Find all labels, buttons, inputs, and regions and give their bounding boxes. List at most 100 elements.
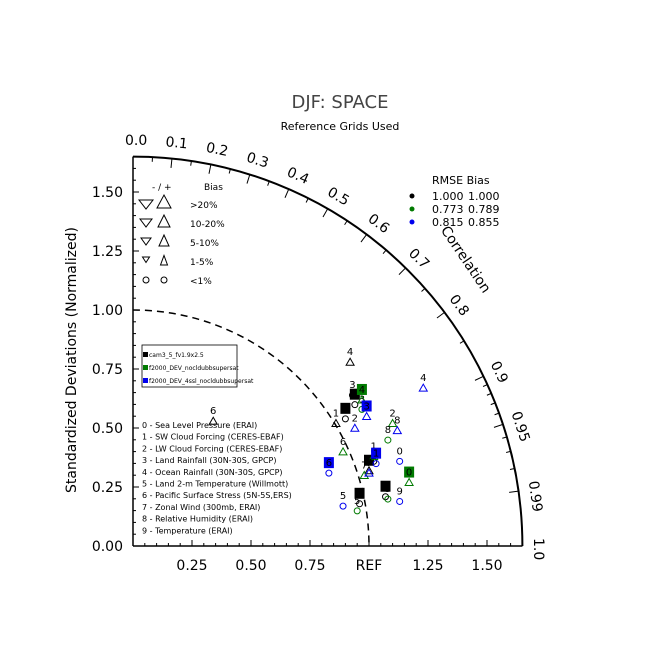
- variable-legend-item: 4 - Ocean Rainfall (30N-30S, GPCP): [142, 468, 283, 477]
- point-circle-marker: [339, 502, 347, 510]
- corr-minor-tick: [305, 198, 309, 203]
- y-tick-label: 1.00: [92, 303, 123, 319]
- bias-legend-title: Bias: [204, 183, 223, 193]
- corr-tick: [284, 188, 290, 198]
- point-label: 2: [352, 390, 358, 401]
- point-triangle-marker: [208, 416, 219, 425]
- x-tick-label: 0.25: [176, 558, 207, 574]
- point-label-box: [371, 447, 382, 459]
- data-point: 4: [418, 373, 429, 392]
- bias-legend-label: >20%: [190, 201, 218, 211]
- data-point: 6: [323, 457, 334, 477]
- corr-tick: [246, 174, 251, 184]
- point-label: 3: [349, 380, 355, 391]
- corr-tick: [398, 267, 406, 276]
- data-point: 8: [392, 416, 403, 435]
- corr-minor-tick: [382, 249, 387, 254]
- point-label: 8: [385, 425, 391, 436]
- correlation-axis-label: Correlation: [437, 223, 493, 296]
- corr-minor-tick: [228, 168, 231, 174]
- points-layer: 012345678901234567890123456789: [208, 347, 429, 515]
- corr-minor-tick: [459, 340, 465, 344]
- point-circle-marker: [348, 391, 356, 399]
- x-tick-label: REF: [356, 558, 383, 574]
- data-point: 7: [364, 458, 374, 477]
- point-label: 4: [359, 385, 365, 396]
- point-label-box: [356, 383, 367, 395]
- point-label: 6: [340, 437, 346, 448]
- case-legend-marker: [143, 378, 148, 383]
- point-circle-marker: [396, 457, 404, 465]
- y-axis-label: Standardized Deviations (Normalized): [64, 227, 80, 493]
- corr-minor-tick: [482, 384, 488, 387]
- corr-minor-tick: [486, 392, 492, 396]
- point-label: 5: [354, 496, 360, 507]
- y-tick-label: 0.50: [92, 421, 123, 437]
- corr-tick-label: 0.6: [365, 211, 392, 237]
- bias-legend-label: <1%: [190, 277, 212, 287]
- y-tick-label: 1.50: [92, 185, 123, 201]
- case-legend-label: f2000_DEV_4ssl_nocldubbsupersat: [149, 378, 254, 385]
- data-point: 7: [359, 460, 370, 479]
- bias-positive-icon: [156, 193, 172, 209]
- data-point: 8: [340, 402, 351, 423]
- variable-legend-item: 3 - Land Rainfall (30N-30S, GPCP): [142, 456, 276, 465]
- point-circle-marker: [356, 500, 364, 508]
- corr-tick-label: 0.7: [405, 246, 432, 273]
- corr-tick: [436, 311, 445, 319]
- rmse-legend-dot: [409, 219, 415, 225]
- rmse-legend-dot: [409, 206, 415, 212]
- point-label-box: [364, 454, 374, 466]
- rmse-legend-bias: 1.000: [468, 190, 500, 203]
- case-legend-marker: [143, 352, 148, 357]
- corr-tick-label: 1.0: [530, 538, 546, 560]
- chart-title: DJF: SPACE: [292, 92, 389, 113]
- point-label: 2: [352, 413, 358, 424]
- variable-legend-item: 2 - LW Cloud Forcing (CERES-EBAF): [142, 444, 282, 453]
- data-point: 2: [349, 413, 360, 432]
- data-point: 2: [387, 409, 398, 428]
- y-tick-label: 0.25: [92, 480, 123, 496]
- variable-legend-item: 7 - Zonal Wind (300mb, ERAI): [142, 503, 260, 512]
- point-circle-marker: [372, 460, 380, 468]
- point-label: 5: [340, 491, 346, 502]
- bias-negative-icon: [141, 256, 151, 264]
- rmse-legend-rmse: 1.000: [432, 190, 464, 203]
- bias-legend-header: - / +: [152, 183, 172, 193]
- point-label-box: [361, 400, 372, 412]
- point-label: 7: [361, 460, 367, 471]
- x-tick-label: 1.25: [412, 558, 443, 574]
- x-tick-label: 0.50: [235, 558, 266, 574]
- point-label-box: [380, 480, 391, 492]
- data-point: 4: [345, 347, 355, 366]
- point-label: 2: [389, 409, 395, 420]
- x-tick-label: 0.75: [294, 558, 325, 574]
- corr-minor-tick: [344, 220, 348, 226]
- corr-minor-tick: [502, 436, 507, 439]
- point-circle-marker: [325, 469, 333, 477]
- data-point: 5: [354, 487, 365, 508]
- corr-minor-tick: [267, 181, 270, 186]
- data-point: 9: [384, 484, 392, 503]
- point-label: 0: [396, 446, 402, 457]
- data-point: 5: [339, 491, 347, 510]
- point-triangle-marker: [364, 465, 374, 475]
- corr-tick: [208, 164, 212, 174]
- corr-tick: [360, 234, 368, 243]
- point-circle-marker: [351, 401, 359, 409]
- bias-negative-icon: [142, 276, 150, 284]
- point-triangle-marker: [387, 418, 398, 428]
- point-label: 5: [356, 489, 362, 500]
- corr-tick: [509, 490, 519, 493]
- point-triangle-marker: [392, 425, 403, 435]
- point-label: 6: [326, 458, 332, 469]
- case-legend-label: f2000_DEV_nocldubbsupersat: [149, 365, 239, 372]
- y-tick-label: 1.25: [92, 244, 123, 260]
- corr-tick-label: 0.2: [205, 140, 230, 160]
- corr-minor-tick: [490, 402, 496, 406]
- corr-tick-label: 0.3: [244, 150, 270, 172]
- rmse-legend-bias: 0.789: [468, 203, 500, 216]
- outer-arc: [132, 155, 524, 547]
- point-triangle-marker: [359, 470, 370, 479]
- variable-legend-item: 0 - Sea Level Pressure (ERAI): [142, 421, 257, 430]
